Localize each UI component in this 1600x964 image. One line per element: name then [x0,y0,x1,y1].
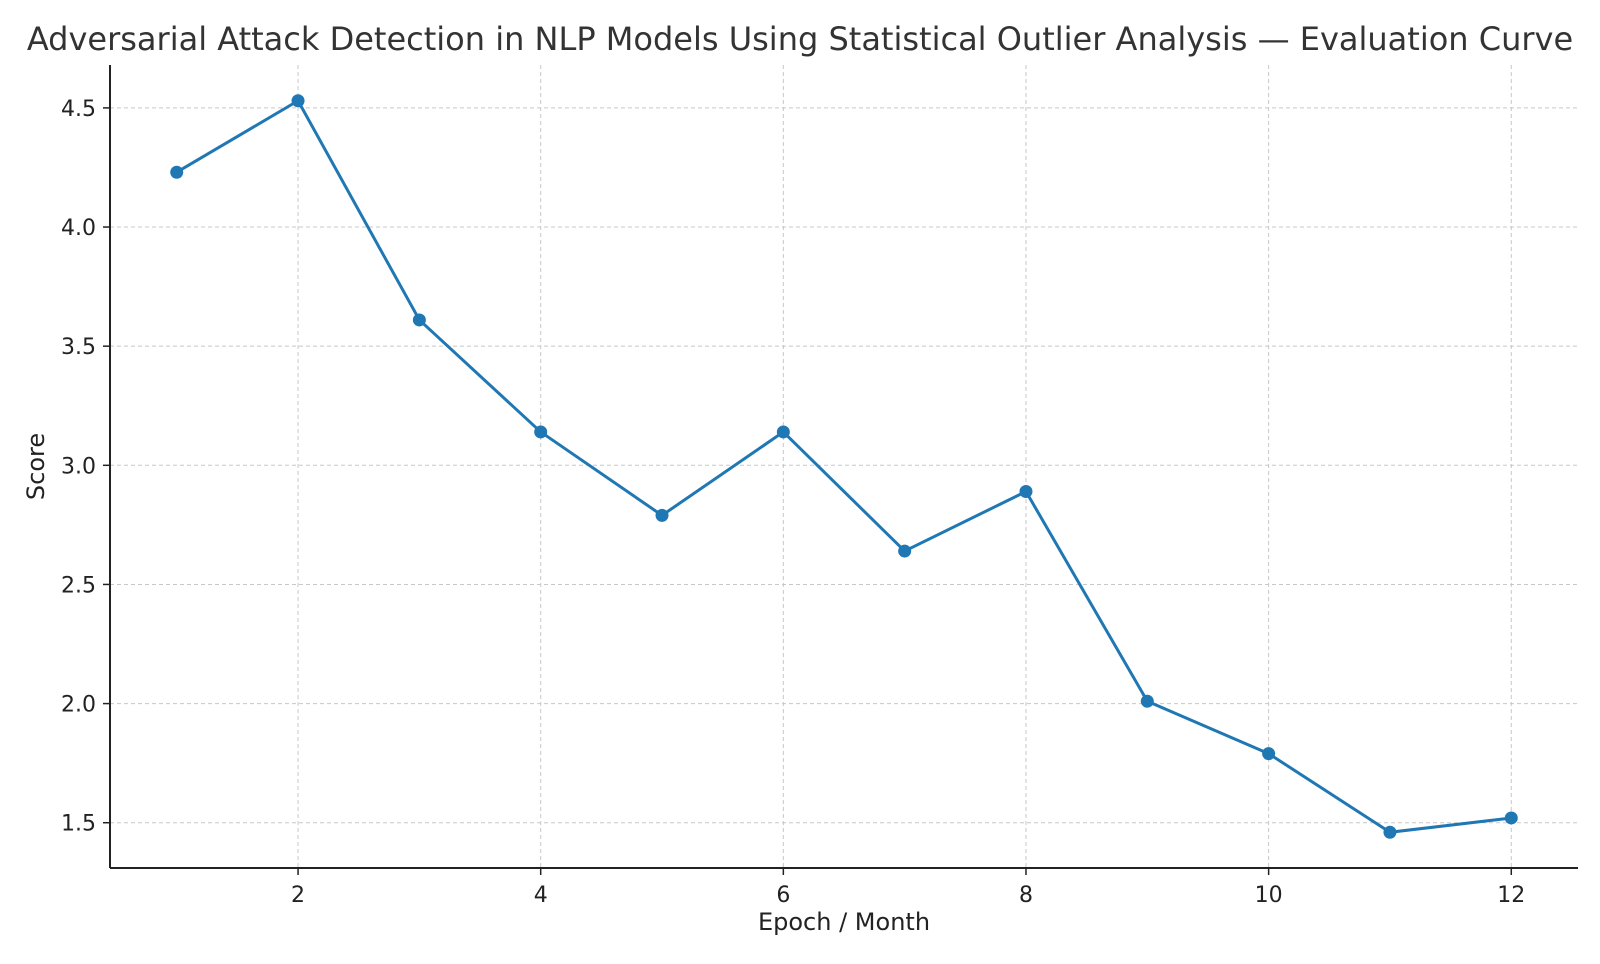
data-point [655,508,669,522]
data-point [1019,485,1033,499]
y-tick-label: 4.0 [61,216,96,241]
x-tick-label: 6 [776,883,790,908]
y-tick-label: 1.5 [61,812,96,837]
ticks-layer: 2 4 6 8 10 12 1.5 2.0 2.5 3.0 3.5 4.0 4.5 [61,97,1525,908]
data-point [1504,811,1518,825]
data-point [1383,825,1397,839]
x-tick-label: 4 [534,883,548,908]
y-tick-label: 3.0 [61,454,96,479]
grid-layer [110,65,1578,868]
data-point [534,425,548,439]
series-layer [170,94,1518,839]
y-tick-label: 2.5 [61,573,96,598]
data-point [898,544,912,558]
y-axis-label: Score [22,433,50,500]
x-axis-label: Epoch / Month [758,908,930,936]
axes-layer [109,65,1578,869]
x-tick-label: 10 [1255,883,1283,908]
x-tick-label: 2 [291,883,305,908]
series-line [175,99,1512,834]
data-point [412,313,426,327]
y-tick-label: 3.5 [61,335,96,360]
data-point [291,94,305,108]
y-tick-label: 4.5 [61,97,96,122]
data-point [1262,747,1276,761]
x-tick-label: 8 [1019,883,1033,908]
data-point [170,165,184,179]
y-tick-label: 2.0 [61,693,96,718]
chart-title: Adversarial Attack Detection in NLP Mode… [27,20,1573,58]
data-point [1140,694,1154,708]
x-tick-label: 12 [1497,883,1525,908]
data-point [776,425,790,439]
